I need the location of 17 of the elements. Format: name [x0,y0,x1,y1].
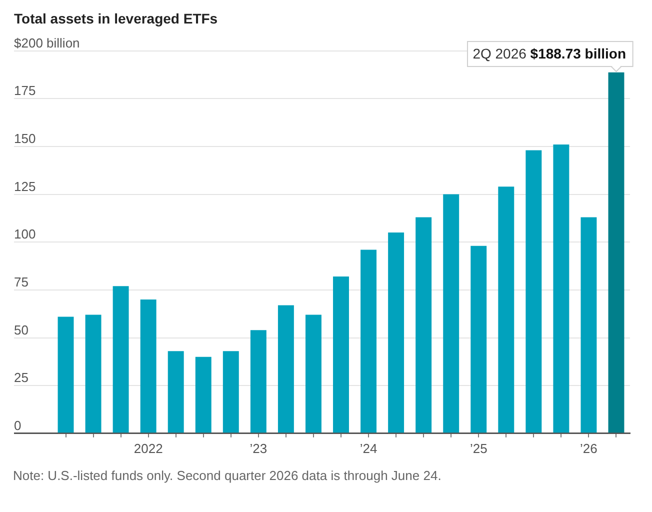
x-tick-label: ’25 [470,440,488,456]
y-tick-label: 50 [14,322,28,338]
y-tick-label: 175 [14,83,36,98]
y-tick-label: $200 billion [14,35,80,50]
text: Note: U.S.-listed funds only. Second quarter 2026 data is through June 24. [13,467,442,485]
x-tick-label: 2022 [134,440,163,456]
y-tick-label: 25 [14,370,28,386]
y-tick-label: 125 [14,178,36,194]
chart-title: Total assets in leveraged ETFs [14,10,218,26]
y-tick-label: 150 [14,131,36,146]
y-tick-label: 100 [14,226,36,242]
x-tick-label: ’26 [580,440,598,456]
y-tick-label: 75 [14,274,28,290]
x-tick-label: ’24 [360,440,378,456]
x-tick-label: ’23 [250,440,268,456]
annotation: 2Q 2026 $188.73 billion [472,46,626,62]
y-tick-label: 0 [14,418,22,433]
